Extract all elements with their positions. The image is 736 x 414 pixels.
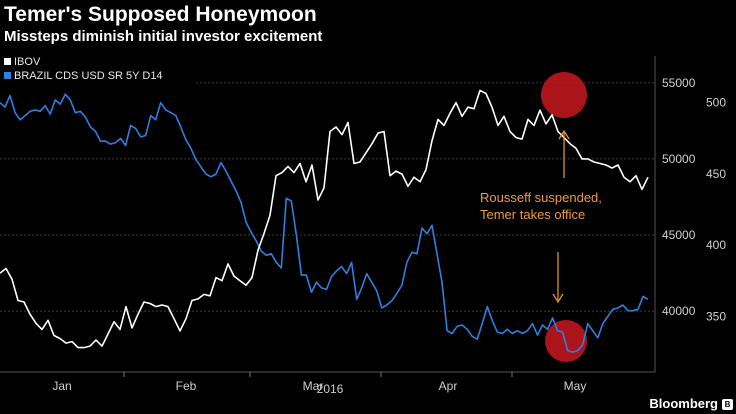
annotation-arrow-down: [552, 252, 564, 304]
x-tick-label: May: [564, 379, 587, 393]
ibov-tick-label: 40000: [662, 304, 696, 318]
legend-label: IBOV: [14, 56, 41, 68]
annotation-arrow-up: [558, 129, 570, 178]
x-tick-label: Jan: [52, 379, 71, 393]
x-tick-label: Feb: [176, 379, 197, 393]
legend-swatch: [4, 58, 11, 65]
legend-swatch: [4, 72, 11, 79]
annotation-line: Rousseff suspended,: [480, 190, 602, 205]
cds-tick-label: 500: [706, 96, 726, 110]
left-axis-ticks: 40000 45000 50000 55000: [662, 76, 696, 318]
legend-label: BRAZIL CDS USD SR 5Y D14: [14, 70, 163, 82]
x-tick-label: Mar: [303, 379, 324, 393]
x-tick-label: Apr: [439, 379, 458, 393]
highlight-circle-top: [541, 72, 587, 118]
x-axis-ticks: Jan Feb Mar Apr May: [52, 372, 586, 393]
legend: IBOV BRAZIL CDS USD SR 5Y D14: [4, 56, 163, 82]
bloomberg-mark-icon: B: [722, 399, 733, 410]
ibov-tick-label: 45000: [662, 228, 696, 242]
ibov-tick-label: 55000: [662, 76, 696, 90]
highlight-circle-bottom: [545, 320, 587, 362]
bloomberg-logo: Bloomberg: [649, 396, 718, 411]
cds-tick-label: 350: [706, 309, 726, 323]
annotation-line: Temer takes office: [480, 207, 585, 222]
cds-tick-label: 400: [706, 238, 726, 252]
legend-background: [0, 55, 196, 87]
right-axis-ticks: 350 400 450 500: [706, 96, 726, 324]
chart-title: Temer's Supposed Honeymoon: [4, 3, 317, 26]
ibov-tick-label: 50000: [662, 152, 696, 166]
annotation-text: Rousseff suspended, Temer takes office: [480, 190, 602, 222]
cds-tick-label: 450: [706, 167, 726, 181]
series-line-ibov: [0, 89, 649, 349]
chart-subtitle: Missteps diminish initial investor excit…: [4, 28, 323, 45]
x-axis-label: 2016: [317, 382, 344, 396]
series-line-cds: [0, 93, 649, 353]
